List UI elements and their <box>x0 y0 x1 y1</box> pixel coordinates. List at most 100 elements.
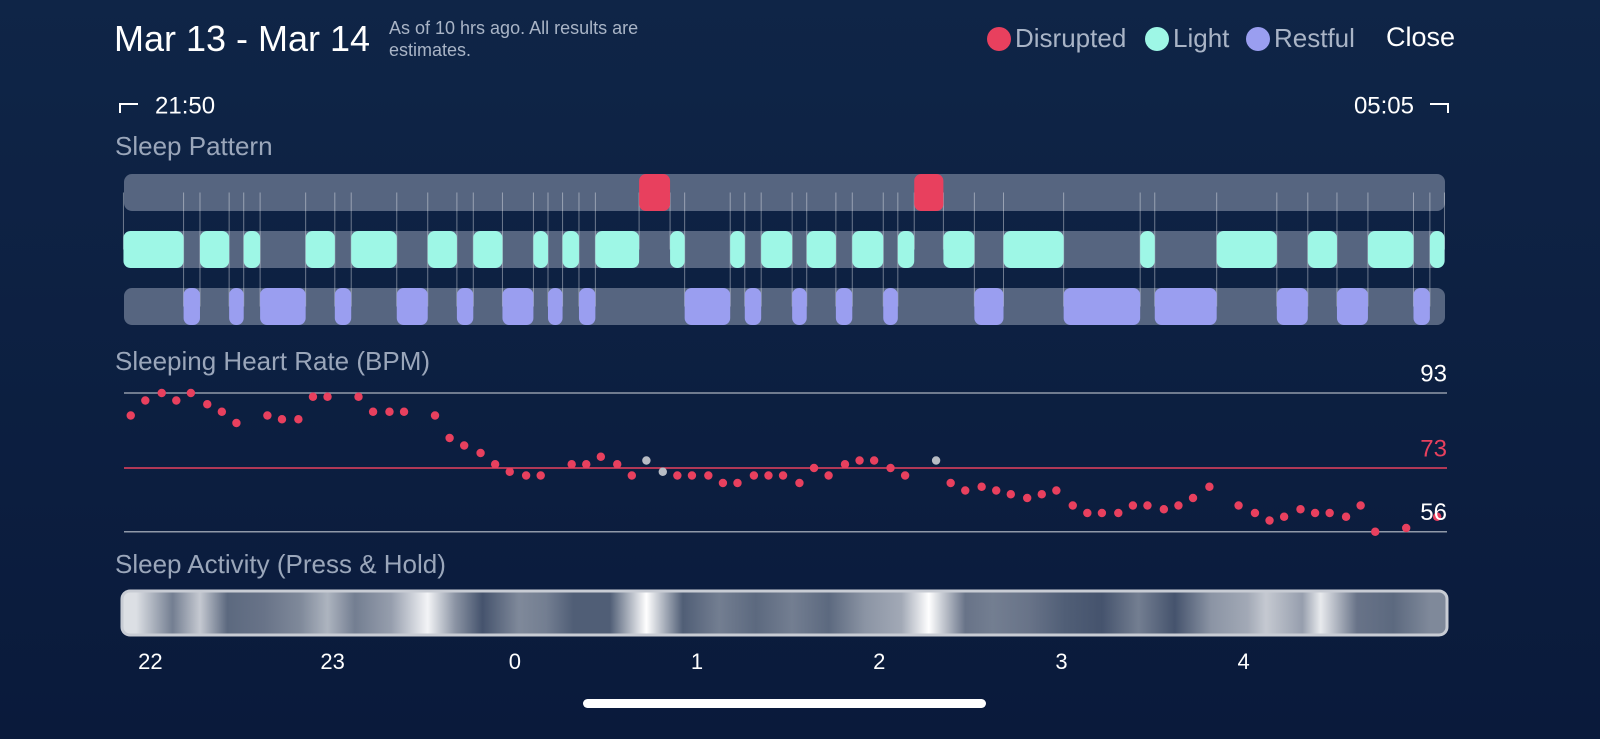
heart-rate-dot <box>263 411 272 420</box>
y-tick-label: 56 <box>1420 499 1447 526</box>
sleep-segment <box>1154 288 1217 325</box>
range-bracket <box>1430 103 1449 113</box>
heart-rate-dot <box>157 388 166 398</box>
sleep-segment <box>260 288 306 325</box>
x-tick-label: 0 <box>509 649 521 674</box>
legend-marker <box>1246 27 1270 51</box>
heart-rate-dot <box>186 388 196 398</box>
heart-rate-dot <box>658 467 667 476</box>
heart-rate-dot <box>886 463 895 473</box>
legend-marker <box>987 27 1011 51</box>
sleep-segment <box>305 231 335 268</box>
subtitle: As of 10 hrs ago. All results are estima… <box>389 18 639 60</box>
heart-rate-dot <box>1325 508 1334 518</box>
heart-rate-dot <box>1205 482 1214 491</box>
sleep-segment <box>1276 288 1308 325</box>
close-button[interactable]: Close <box>1385 22 1455 52</box>
section-title: Sleep Pattern <box>115 131 273 161</box>
heart-rate-dot <box>1310 508 1320 518</box>
heart-rate-dot <box>141 396 150 405</box>
heart-rate-dot <box>642 456 651 465</box>
heart-rate-dot <box>294 415 303 424</box>
heart-rate-dot <box>869 456 879 465</box>
heart-rate-dot <box>354 392 363 401</box>
heart-rate-dot <box>931 456 941 465</box>
heart-rate-dot <box>567 460 576 469</box>
sleep-segment <box>1413 288 1430 325</box>
heart-rate-dot <box>733 478 742 488</box>
heart-rate-dot <box>1250 508 1260 518</box>
sleep-segment <box>852 231 884 268</box>
heart-rate-dot <box>627 471 637 480</box>
sleep-segment <box>229 288 244 325</box>
sleep-segment <box>199 231 230 268</box>
heart-rate-dot <box>1143 501 1152 510</box>
heart-rate-dot <box>1174 501 1183 510</box>
heart-rate-dot <box>203 400 212 409</box>
legend-label: Restful <box>1274 23 1355 53</box>
heart-rate-dot <box>946 478 955 488</box>
section-title: Sleeping Heart Rate (BPM) <box>115 346 430 376</box>
sleep-segment <box>502 288 534 325</box>
sleep-segment <box>914 174 944 211</box>
sleep-segment <box>974 288 1004 325</box>
heart-rate-dot <box>1401 523 1411 533</box>
heart-rate-dot <box>809 463 819 473</box>
sleep-segment <box>943 231 975 268</box>
x-tick-label: 1 <box>691 649 703 674</box>
section-title: Sleep Activity (Press & Hold) <box>115 549 446 579</box>
heart-rate-dot <box>1279 512 1289 521</box>
sleep-segment <box>547 288 563 325</box>
sleep-segment <box>562 231 579 268</box>
heart-rate-dot <box>855 456 864 465</box>
sleep-segment <box>761 231 793 268</box>
heart-rate-dot <box>1432 512 1442 521</box>
heart-rate-dot <box>704 471 713 480</box>
sleep-segment <box>334 288 352 325</box>
sleep-segment <box>243 231 261 268</box>
heart-rate-dot <box>232 418 241 428</box>
sleep-segment <box>351 231 397 268</box>
range-label: 21:50 <box>155 92 215 119</box>
sleep-segment <box>595 231 640 268</box>
sleep-segment <box>639 174 671 211</box>
legend-marker <box>1145 27 1169 51</box>
heart-rate-dot <box>687 471 697 480</box>
heart-rate-dot <box>582 460 591 469</box>
sleep-segment <box>883 288 898 325</box>
heart-rate-dot <box>126 411 135 420</box>
sleep-segment <box>1140 231 1155 268</box>
sleep-segment <box>1367 231 1414 268</box>
heart-rate-dot <box>505 467 514 476</box>
heart-rate-dot <box>778 471 788 480</box>
heart-rate-dot <box>536 471 545 480</box>
heart-rate-dot <box>308 392 318 401</box>
heart-rate-dot <box>596 452 606 461</box>
heart-rate-dot <box>764 471 773 480</box>
sleep-segment <box>1003 231 1064 268</box>
sleep-segment <box>684 288 731 325</box>
home-indicator <box>583 699 986 708</box>
heart-rate-dot <box>1265 516 1274 525</box>
x-tick-label: 4 <box>1238 649 1250 674</box>
sleep-segment <box>427 231 457 268</box>
sleep-segment <box>456 288 474 325</box>
heart-rate-dot <box>1234 501 1243 510</box>
heart-rate-dot <box>961 486 970 495</box>
sleep-segment <box>744 288 762 325</box>
heart-rate-dot <box>490 460 500 469</box>
heart-rate-dot <box>430 411 440 420</box>
legend-label: Disrupted <box>1015 23 1126 53</box>
sleep-segment <box>473 231 503 268</box>
x-tick-label: 3 <box>1055 649 1067 674</box>
heart-rate-dot <box>172 396 181 405</box>
heart-rate-dot <box>323 392 332 401</box>
sleep-segment <box>578 288 596 325</box>
heart-rate-dot <box>459 441 469 450</box>
track <box>124 174 1445 211</box>
heart-rate-dot <box>1037 490 1046 499</box>
activity-frame <box>120 589 1449 637</box>
heart-rate-dot <box>217 407 227 416</box>
